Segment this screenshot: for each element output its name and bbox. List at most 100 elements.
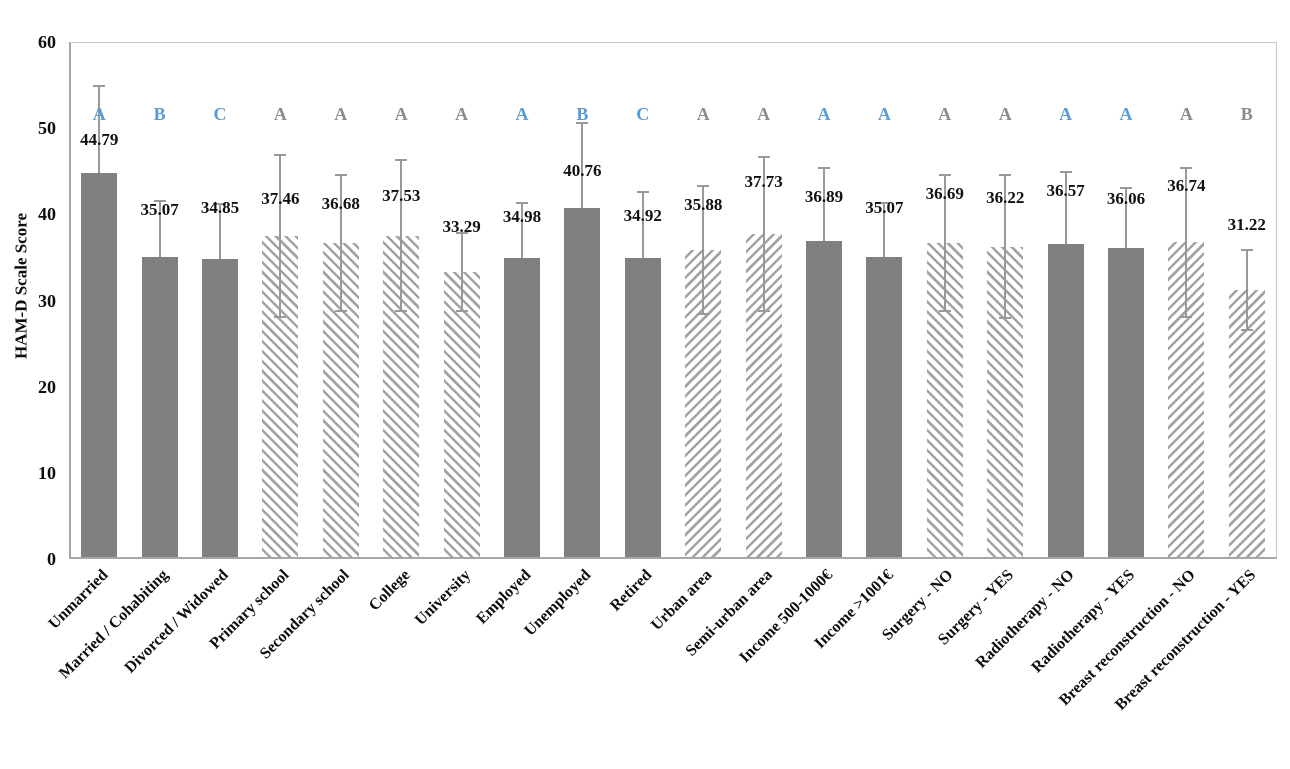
error-bar-top-cap	[818, 166, 830, 169]
bar-value-label: 37.53	[382, 185, 421, 205]
error-bar-top-cap	[274, 154, 287, 157]
bar	[564, 207, 601, 557]
error-bar	[460, 233, 463, 311]
error-bar-bottom-cap	[938, 309, 951, 312]
error-bar	[702, 186, 705, 314]
y-axis-tick-label: 0	[47, 549, 56, 569]
bar-value-label: 36.89	[804, 187, 844, 207]
bar-value-label: 36.74	[1167, 176, 1206, 196]
error-bar	[883, 203, 886, 257]
error-bar-top-cap	[878, 202, 891, 205]
significance-letter: A	[696, 104, 710, 124]
bar	[624, 258, 661, 557]
error-bar	[943, 174, 946, 311]
error-bar	[279, 155, 282, 318]
bar	[81, 173, 118, 557]
bar	[1228, 289, 1265, 557]
error-bar-top-cap	[757, 156, 770, 159]
y-axis-tick-label: 60	[38, 32, 56, 52]
error-bar-top-cap	[1059, 171, 1072, 174]
error-bar-top-cap	[576, 122, 589, 125]
error-bar	[1004, 175, 1007, 319]
bar-value-label: 34.85	[200, 197, 240, 217]
error-bar	[521, 203, 523, 258]
error-bar	[1185, 168, 1188, 317]
error-bar-top-cap	[93, 85, 106, 88]
error-bar-top-cap	[1240, 249, 1253, 252]
significance-letter: A	[1059, 104, 1073, 124]
error-bar-top-cap	[938, 173, 951, 176]
y-axis-tick-label: 50	[38, 118, 56, 139]
x-axis-label: College	[365, 566, 414, 615]
error-bar-top-cap	[636, 190, 649, 193]
error-bar-top-cap	[395, 158, 408, 161]
significance-letter: B	[153, 104, 166, 124]
error-bar-top-cap	[999, 174, 1012, 177]
bar-value-label: 36.68	[321, 194, 360, 214]
significance-letter: B	[576, 104, 589, 124]
bar-value-label: 37.73	[744, 171, 783, 191]
bar	[806, 241, 842, 557]
bar-value-label: 35.07	[865, 197, 904, 217]
significance-letter: A	[998, 104, 1012, 124]
x-axis-label: Employed	[472, 566, 535, 628]
error-bar	[581, 123, 584, 208]
bar-value-label: 35.07	[140, 200, 179, 220]
significance-letter: C	[213, 104, 227, 124]
x-axis-label: Retired	[606, 566, 655, 615]
error-bar-bottom-cap	[697, 312, 710, 315]
significance-letter: A	[817, 104, 831, 124]
bar-value-label: 37.46	[261, 188, 300, 208]
bar-value-label: 33.29	[442, 217, 481, 237]
error-bar-bottom-cap	[274, 316, 287, 319]
plot-area	[69, 42, 1277, 559]
significance-letter: A	[877, 104, 891, 124]
bar-value-label: 40.76	[563, 161, 602, 181]
y-axis-tick-label: 20	[38, 376, 56, 397]
bar	[866, 256, 903, 557]
y-axis-tick-label: 40	[38, 204, 56, 225]
significance-letter: A	[757, 104, 771, 124]
y-axis-tick-label: 10	[38, 462, 56, 483]
error-bar-bottom-cap	[1240, 328, 1253, 331]
significance-letter: B	[1240, 104, 1253, 124]
error-bar	[158, 200, 161, 257]
bar-value-label: 36.22	[986, 188, 1025, 208]
error-bar-bottom-cap	[455, 309, 468, 312]
x-axis-label: University	[411, 566, 474, 629]
significance-letter: A	[455, 104, 469, 124]
error-bar-bottom-cap	[999, 317, 1012, 320]
significance-letter: A	[394, 104, 408, 124]
bar-value-label: 34.98	[502, 207, 542, 227]
error-bar-top-cap	[1180, 167, 1193, 170]
bar	[443, 272, 480, 557]
error-bar-top-cap	[455, 232, 468, 235]
error-bar	[339, 174, 342, 311]
error-bar-bottom-cap	[1180, 315, 1193, 318]
error-bar-bottom-cap	[757, 309, 770, 312]
bar-value-label: 36.06	[1106, 188, 1146, 208]
x-axis-label: Divorced / Widowed	[121, 566, 233, 677]
significance-letter: A	[515, 104, 529, 124]
error-bar	[1245, 250, 1248, 330]
error-bar	[400, 159, 403, 312]
error-bar	[98, 86, 101, 174]
significance-letter: A	[273, 104, 287, 124]
x-axis-label: Radiotherapy - YES	[1028, 566, 1139, 677]
bar-value-label: 36.69	[925, 183, 964, 203]
significance-letter: A	[1119, 104, 1133, 124]
bar-value-label: 31.22	[1227, 214, 1266, 234]
error-bar-top-cap	[334, 173, 347, 176]
error-bar	[823, 167, 825, 242]
significance-letter: A	[92, 104, 106, 124]
error-bar	[762, 157, 765, 311]
bar	[141, 256, 178, 557]
bar-value-label: 35.88	[684, 194, 723, 214]
bar-value-label: 44.79	[80, 130, 119, 150]
bar	[202, 258, 238, 557]
bar	[504, 257, 540, 557]
error-bar	[1064, 172, 1067, 244]
error-bar	[219, 203, 221, 259]
error-bar-bottom-cap	[395, 310, 408, 313]
